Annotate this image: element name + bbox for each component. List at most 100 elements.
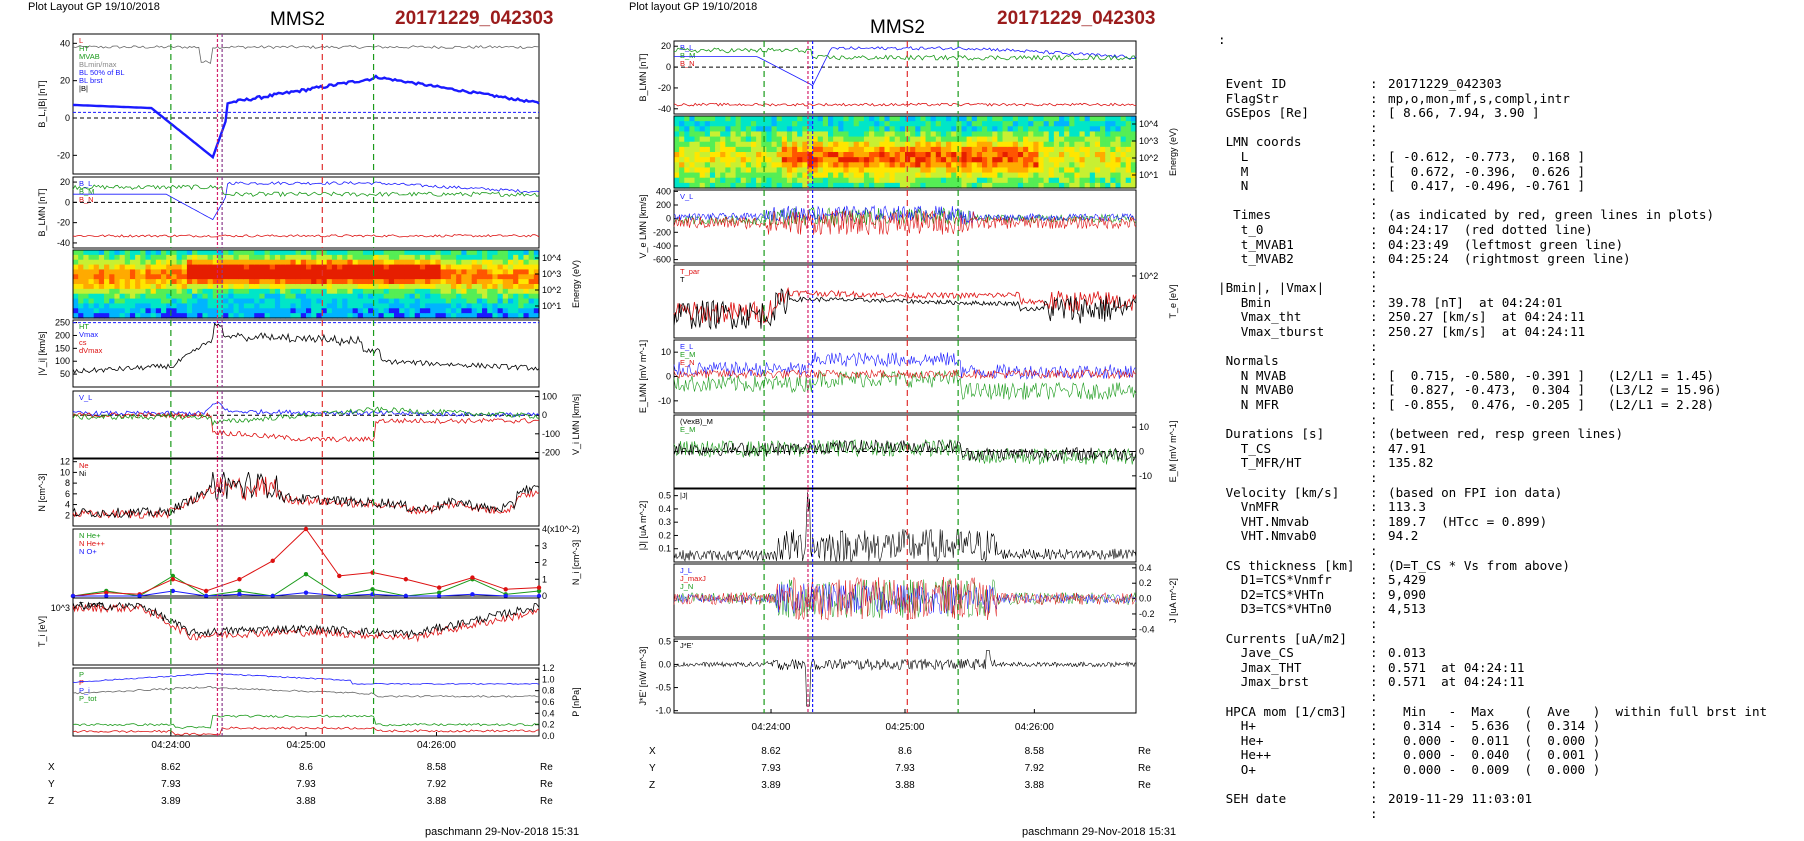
legend-entry: T (680, 275, 685, 284)
info-key: Event ID (1218, 75, 1287, 91)
spectrogram-cell (202, 293, 209, 300)
spectrogram-cell (771, 141, 778, 148)
info-key: |Bmin|, |Vmax| (1218, 280, 1325, 296)
spectrogram-cell (98, 254, 105, 261)
spectrogram-cell (874, 162, 880, 169)
spectrogram-cell (243, 308, 250, 314)
spectrogram-cell (751, 116, 757, 122)
spectrogram-cell (797, 157, 803, 163)
spectrogram-cell (202, 264, 209, 271)
spectrogram-cell (217, 298, 224, 305)
spectrogram-cell (378, 259, 385, 266)
spectrogram-cell (326, 308, 333, 314)
spectrogram-cell (119, 250, 126, 256)
info-key (1218, 194, 1370, 209)
spectrogram-cell (807, 157, 814, 163)
spectrogram-cell (1094, 177, 1101, 184)
spectrogram-cell (956, 172, 963, 179)
spectrogram-cell (502, 298, 509, 305)
spectrogram-cell (352, 264, 359, 271)
spectrogram-cell (822, 121, 829, 127)
spectrogram-cell (966, 121, 973, 127)
spectrogram-cell (373, 284, 380, 290)
spectrogram-cell (822, 131, 829, 138)
spectrogram-cell (709, 126, 716, 133)
spectrogram-cell (802, 131, 809, 138)
spectrogram-cell (1130, 131, 1137, 138)
spectrogram-cell (254, 303, 260, 309)
tick-label: -600 (653, 255, 671, 265)
spectrogram-cell (109, 303, 116, 309)
spectrogram-cell (1130, 141, 1137, 148)
spectrogram-cell (497, 250, 504, 256)
spectrogram-cell (1002, 182, 1009, 189)
spectrogram-cell (186, 250, 193, 256)
spectrogram-cell (528, 298, 535, 305)
spectrogram-cell (1064, 141, 1070, 148)
spectrogram-cell (1059, 162, 1065, 169)
spectrogram-cell (404, 288, 411, 295)
spectrogram-cell (689, 141, 696, 148)
info-colon: : (1370, 630, 1378, 646)
spectrogram-cell (689, 152, 696, 158)
spectrogram-cell (233, 259, 240, 266)
spectrogram-cell (792, 121, 798, 127)
spectrogram-cell (1002, 152, 1009, 158)
spectrogram-cell (920, 116, 927, 122)
spectrogram-cell (1012, 136, 1019, 143)
tick-label: 10^2 (1139, 153, 1158, 163)
spectrogram-cell (404, 284, 411, 290)
spectrogram-cell (388, 279, 395, 285)
info-row: Vmax_tburst:250.27 [km/s] at 04:24:11 (1218, 324, 1802, 340)
spectrogram-cell (440, 250, 447, 256)
spectrogram-cell (822, 167, 829, 174)
spectrogram-cell (684, 152, 690, 158)
legend-entry: BL brst (79, 76, 103, 85)
spectrogram-cell (1064, 126, 1070, 133)
spectrogram-cell (295, 303, 302, 309)
spectrogram-cell (104, 254, 110, 261)
spectrogram-cell (181, 269, 188, 275)
spectrogram-cell (181, 293, 188, 300)
spectrogram-cell (776, 157, 783, 163)
spectrogram-cell (935, 152, 942, 158)
spectrogram-cell (295, 293, 302, 300)
spectrogram-cell (776, 162, 783, 169)
spectrogram-cell (513, 269, 519, 275)
spectrogram-cell (966, 152, 973, 158)
spectrogram-cell (176, 250, 183, 256)
spectrogram-cell (109, 288, 116, 295)
spectrogram-cell (233, 250, 240, 256)
spectrogram-cell (956, 136, 963, 143)
spectrogram-cell (186, 303, 193, 309)
tick-label: -0.4 (1139, 624, 1155, 634)
spectrogram-cell (98, 298, 105, 305)
spectrogram-cell (502, 284, 509, 290)
spectrogram-cell (528, 284, 535, 290)
spectrogram-cell (399, 288, 405, 295)
spectrogram-cell (1012, 177, 1019, 184)
spectrogram-cell (513, 254, 519, 261)
spectrogram-cell (704, 136, 711, 143)
spectrogram-cell (419, 269, 426, 275)
spectrogram-cell (797, 172, 803, 179)
spectrogram-cell (186, 298, 193, 305)
spectrogram-cell (78, 293, 84, 300)
spectrogram-cell (1028, 116, 1034, 122)
spectrogram-cell (889, 131, 896, 138)
spectrogram-cell (476, 308, 483, 314)
spectrogram-cell (817, 172, 824, 179)
spectrogram-cell (925, 136, 932, 143)
spectrogram-cell (430, 250, 437, 256)
spectrogram-cell (946, 131, 952, 138)
spectrogram-cell (761, 182, 767, 189)
spectrogram-cell (450, 259, 457, 266)
spectrogram-cell (264, 264, 271, 271)
spectrogram-cell (161, 274, 167, 280)
spectrogram-cell (756, 172, 762, 179)
spectrogram-cell (513, 259, 519, 266)
spectrogram-cell (129, 293, 136, 300)
spectrogram-cell (171, 264, 178, 271)
info-colon: : (1370, 470, 1378, 485)
spectrogram-cell (352, 274, 359, 280)
